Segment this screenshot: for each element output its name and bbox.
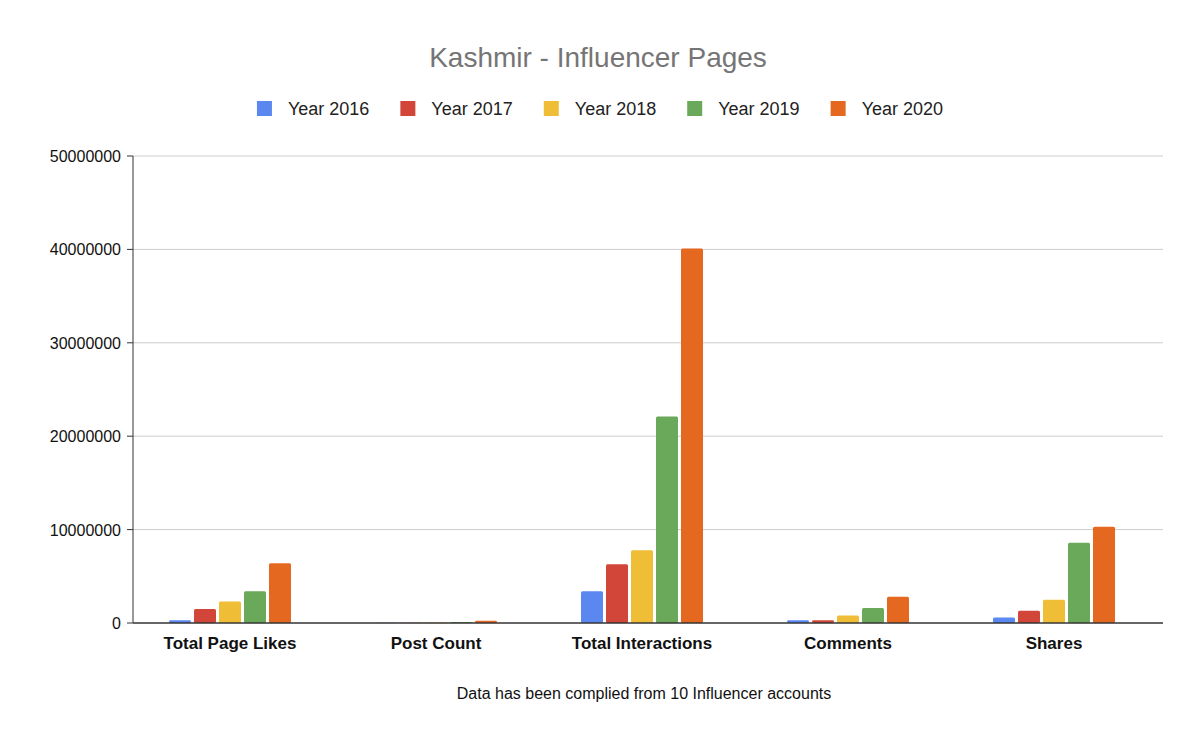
tick-label: 50000000	[50, 148, 121, 165]
y-axis-line	[133, 156, 134, 623]
tick-label: 20000000	[50, 428, 121, 445]
tick-mark	[127, 156, 133, 157]
tick-label: 0	[112, 615, 121, 632]
legend-label: Year 2017	[431, 99, 512, 119]
tick-mark	[127, 529, 133, 530]
legend-label: Year 2019	[718, 99, 799, 119]
tick-mark	[127, 249, 133, 250]
legend-swatch	[687, 101, 702, 116]
grid-line	[133, 156, 1163, 157]
bar	[219, 602, 241, 623]
bar	[1093, 527, 1115, 623]
annotation: Data has been complied from 10 Influence…	[457, 685, 831, 702]
grid-line	[133, 249, 1163, 250]
tick-label: 40000000	[50, 241, 121, 258]
bar	[656, 417, 678, 623]
bar	[194, 609, 216, 623]
bar	[681, 248, 703, 623]
legend-label: Year 2020	[862, 99, 943, 119]
category-label: Shares	[1026, 634, 1083, 653]
bars	[169, 248, 1115, 623]
legend-label: Year 2016	[288, 99, 369, 119]
y-axis: 0 10000000 20000000 30000000 40000000 5000000…	[50, 148, 1163, 632]
bar	[269, 563, 291, 623]
legend-swatch	[831, 101, 846, 116]
bar	[631, 550, 653, 623]
bar	[244, 591, 266, 623]
category-label: Comments	[804, 634, 892, 653]
tick-label: 10000000	[50, 522, 121, 539]
grid-line	[133, 529, 1163, 530]
legend-swatch	[400, 101, 415, 116]
legend-label: Year 2018	[575, 99, 656, 119]
bar	[1018, 611, 1040, 623]
tick-mark	[127, 436, 133, 437]
grid-line	[133, 436, 1163, 437]
category-label: Total Interactions	[572, 634, 712, 653]
grid-line	[133, 342, 1163, 343]
category-label: Post Count	[391, 634, 482, 653]
tick-mark	[127, 342, 133, 343]
category-label: Total Page Likes	[164, 634, 297, 653]
x-axis-line	[133, 622, 1163, 624]
bar	[1043, 600, 1065, 623]
chart: Kashmir - Influencer PagesYear 2016Year …	[0, 0, 1200, 741]
legend: Year 2016 Year 2017 Year 2018 Year 2019 Year…	[257, 99, 943, 119]
bar	[606, 564, 628, 623]
legend-swatch	[544, 101, 559, 116]
bar	[1068, 543, 1090, 623]
bar	[887, 597, 909, 623]
tick-label: 30000000	[50, 335, 121, 352]
bar	[993, 617, 1015, 623]
title: Kashmir - Influencer Pages	[429, 42, 767, 73]
bar	[581, 591, 603, 623]
bar	[862, 608, 884, 623]
legend-swatch	[257, 101, 272, 116]
tick-mark	[127, 623, 133, 624]
bar	[837, 616, 859, 623]
